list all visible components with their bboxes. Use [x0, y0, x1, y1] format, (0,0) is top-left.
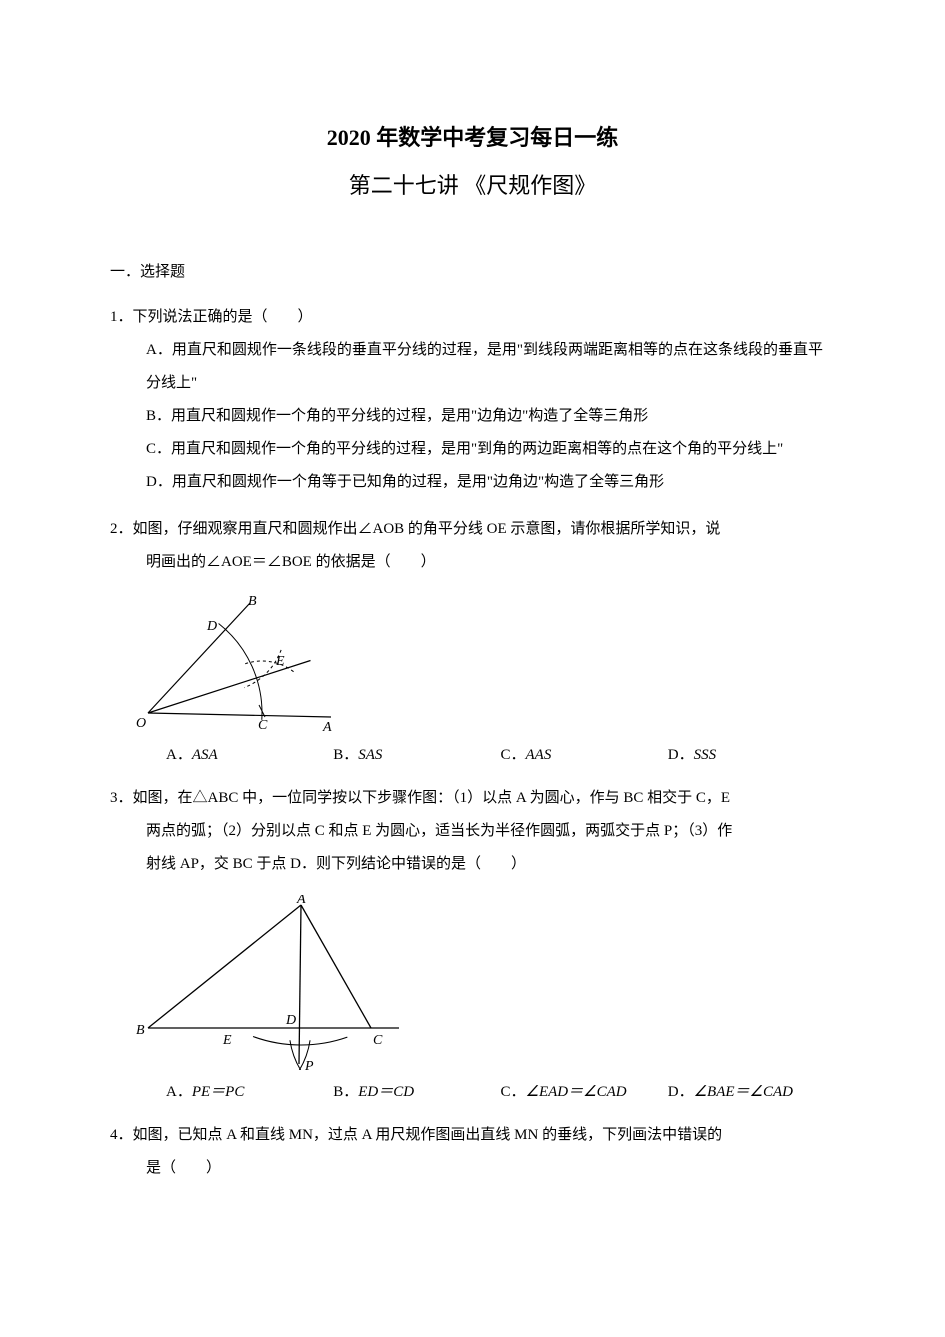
q3-opt-c: C．∠EAD＝∠CAD — [501, 1080, 668, 1101]
svg-text:B: B — [248, 594, 257, 609]
section-heading: 一．选择题 — [110, 260, 835, 281]
q3-opt-a: A．PE＝PC — [166, 1080, 333, 1101]
question-3: 3．如图，在△ABC 中，一位同学按以下步骤作图：（1）以点 A 为圆心，作与 … — [110, 782, 835, 881]
q2-diagram: O A B C D E — [110, 593, 835, 733]
q1-stem: 1．下列说法正确的是（ ） — [110, 301, 835, 334]
q3-options: A．PE＝PC B．ED＝CD C．∠EAD＝∠CAD D．∠BAE＝∠CAD — [110, 1080, 835, 1101]
svg-text:D: D — [285, 1013, 296, 1028]
svg-text:O: O — [136, 716, 146, 731]
svg-text:P: P — [304, 1059, 314, 1070]
q3-line1: 3．如图，在△ABC 中，一位同学按以下步骤作图：（1）以点 A 为圆心，作与 … — [110, 782, 835, 815]
svg-text:C: C — [373, 1033, 383, 1048]
q4-line2: 是（ ） — [110, 1152, 835, 1185]
q2-opt-d: D．SSS — [668, 743, 835, 764]
title-sub: 第二十七讲 《尺规作图》 — [110, 168, 835, 200]
title-main: 2020 年数学中考复习每日一练 — [110, 120, 835, 152]
svg-text:E: E — [222, 1033, 232, 1048]
svg-text:E: E — [275, 654, 285, 669]
q3-opt-d: D．∠BAE＝∠CAD — [668, 1080, 835, 1101]
question-1: 1．下列说法正确的是（ ） A．用直尺和圆规作一条线段的垂直平分线的过程，是用"… — [110, 301, 835, 499]
q1-option-a: A．用直尺和圆规作一条线段的垂直平分线的过程，是用"到线段两端距离相等的点在这条… — [110, 334, 835, 400]
q3-diagram: A B C D E P — [110, 895, 835, 1070]
q4-line1: 4．如图，已知点 A 和直线 MN，过点 A 用尺规作图画出直线 MN 的垂线，… — [110, 1119, 835, 1152]
q3-line2: 两点的弧；（2）分别以点 C 和点 E 为圆心，适当长为半径作圆弧，两弧交于点 … — [110, 815, 835, 848]
q1-option-b: B．用直尺和圆规作一个角的平分线的过程，是用"边角边"构造了全等三角形 — [110, 400, 835, 433]
q3-opt-b: B．ED＝CD — [333, 1080, 500, 1101]
q2-options: A．ASA B．SAS C．AAS D．SSS — [110, 743, 835, 764]
q2-stem-line2: 明画出的∠AOE＝∠BOE 的依据是（ ） — [110, 546, 835, 579]
q2-stem-line1: 2．如图，仔细观察用直尺和圆规作出∠AOB 的角平分线 OE 示意图，请你根据所… — [110, 513, 835, 546]
question-4: 4．如图，已知点 A 和直线 MN，过点 A 用尺规作图画出直线 MN 的垂线，… — [110, 1119, 835, 1185]
q2-opt-a: A．ASA — [166, 743, 333, 764]
q1-option-c: C．用直尺和圆规作一个角的平分线的过程，是用"到角的两边距离相等的点在这个角的平… — [110, 433, 835, 466]
svg-text:C: C — [258, 718, 268, 733]
q2-opt-c: C．AAS — [501, 743, 668, 764]
svg-text:B: B — [136, 1023, 145, 1038]
q1-option-d: D．用直尺和圆规作一个角等于已知角的过程，是用"边角边"构造了全等三角形 — [110, 466, 835, 499]
question-2: 2．如图，仔细观察用直尺和圆规作出∠AOB 的角平分线 OE 示意图，请你根据所… — [110, 513, 835, 579]
svg-text:A: A — [322, 720, 332, 733]
q3-line3: 射线 AP，交 BC 于点 D．则下列结论中错误的是（ ） — [110, 848, 835, 881]
svg-text:D: D — [206, 619, 217, 634]
q2-opt-b: B．SAS — [333, 743, 500, 764]
svg-text:A: A — [296, 895, 306, 907]
